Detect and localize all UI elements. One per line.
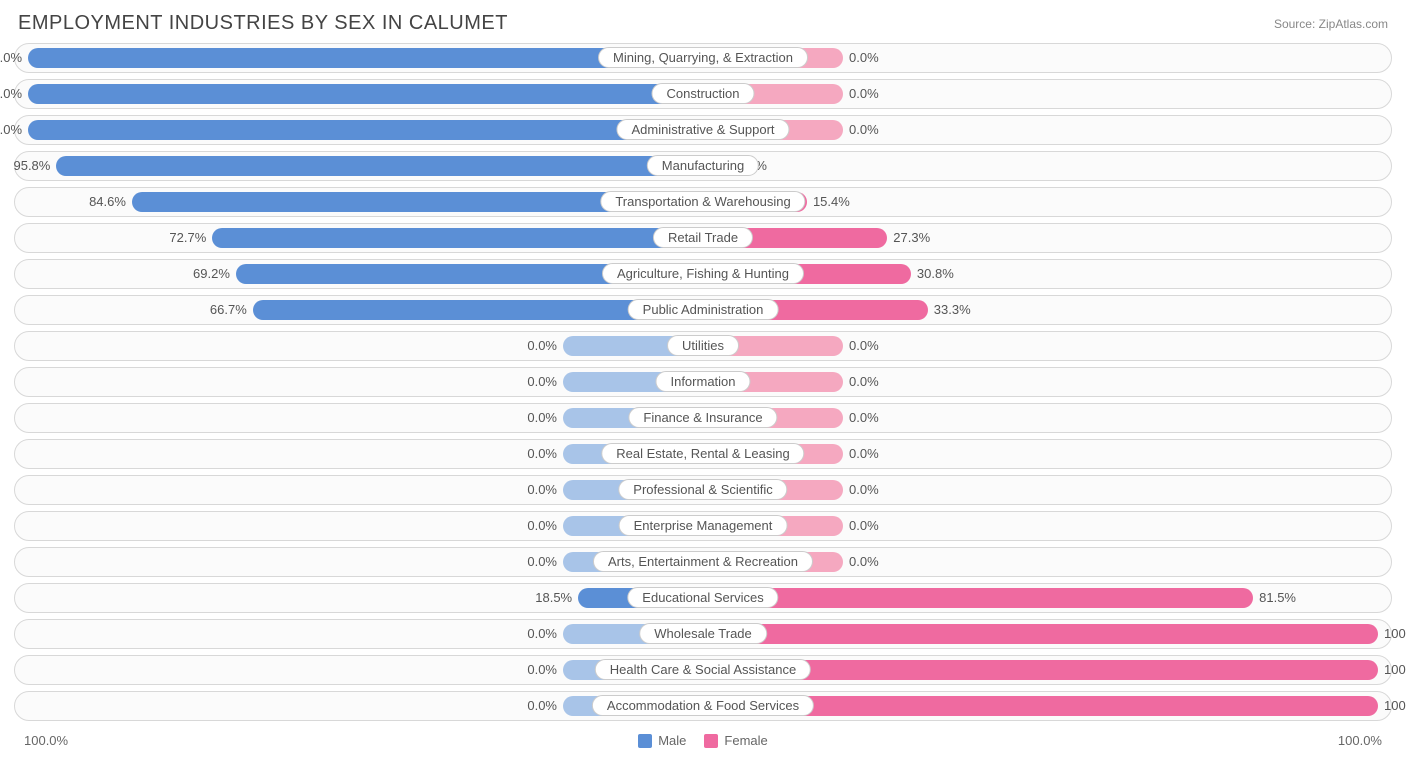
category-pill: Utilities (667, 335, 739, 356)
category-pill: Enterprise Management (619, 515, 788, 536)
chart-row: 100.0%0.0%Construction (14, 79, 1392, 109)
male-pct-label: 0.0% (527, 410, 557, 425)
male-pct-label: 72.7% (169, 230, 206, 245)
male-pct-label: 66.7% (210, 302, 247, 317)
female-pct-label: 0.0% (849, 554, 879, 569)
female-pct-label: 0.0% (849, 50, 879, 65)
chart-row: 0.0% 0.0% Arts, Entertainment & Recreation (14, 547, 1392, 577)
legend-swatch-female (704, 734, 718, 748)
male-pct-label: 0.0% (527, 626, 557, 641)
diverging-bar-chart: 100.0% 0.0% Mining, Quarrying, & Extractio… (0, 43, 1406, 721)
chart-row: 100.0%0.0%Mining, Quarrying, & Extractio… (14, 43, 1392, 73)
female-bar (703, 624, 1378, 644)
category-pill: Educational Services (627, 587, 778, 608)
axis-left-label: 100.0% (24, 733, 68, 748)
legend-label-male: Male (658, 733, 686, 748)
female-pct-label: 0.0% (849, 410, 879, 425)
male-pct-label: 0.0% (527, 662, 557, 677)
category-pill: Administrative & Support (616, 119, 789, 140)
chart-row: 18.5% 81.5% Educational Services (14, 583, 1392, 613)
female-bar (703, 588, 1253, 608)
chart-source: Source: ZipAtlas.com (1274, 17, 1388, 31)
female-pct-label: 15.4% (813, 194, 850, 209)
male-bar (56, 156, 703, 176)
male-pct-label: 0.0% (527, 374, 557, 389)
category-pill: Professional & Scientific (618, 479, 787, 500)
female-pct-label: 81.5% (1259, 590, 1296, 605)
female-pct-label: 0.0% (849, 518, 879, 533)
chart-row: 95.8%4.2%Manufacturing (14, 151, 1392, 181)
category-pill: Retail Trade (653, 227, 753, 248)
chart-row: 0.0% 0.0% Enterprise Management (14, 511, 1392, 541)
female-pct-label: 0.0% (849, 122, 879, 137)
category-pill: Transportation & Warehousing (600, 191, 805, 212)
category-pill: Construction (652, 83, 755, 104)
male-pct-label: 0.0% (527, 338, 557, 353)
legend-swatch-male (638, 734, 652, 748)
axis-right-label: 100.0% (1338, 733, 1382, 748)
female-pct-label: 27.3% (893, 230, 930, 245)
category-pill: Arts, Entertainment & Recreation (593, 551, 813, 572)
chart-row: 72.7% 27.3% Retail Trade (14, 223, 1392, 253)
female-pct-label: 100.0% (1384, 626, 1406, 641)
male-pct-label: 95.8% (13, 158, 50, 173)
male-bar (212, 228, 703, 248)
male-bar (28, 120, 703, 140)
male-pct-label: 100.0% (0, 86, 22, 101)
legend-item-female: Female (704, 733, 767, 748)
female-pct-label: 0.0% (849, 482, 879, 497)
chart-row: 0.0% 0.0% Professional & Scientific (14, 475, 1392, 505)
category-pill: Public Administration (628, 299, 779, 320)
chart-row: 0.0% 0.0% Real Estate, Rental & Leasing (14, 439, 1392, 469)
male-pct-label: 0.0% (527, 698, 557, 713)
category-pill: Finance & Insurance (628, 407, 777, 428)
category-pill: Mining, Quarrying, & Extraction (598, 47, 808, 68)
male-pct-label: 100.0% (0, 122, 22, 137)
female-pct-label: 0.0% (849, 338, 879, 353)
female-pct-label: 33.3% (934, 302, 971, 317)
legend-label-female: Female (724, 733, 767, 748)
male-pct-label: 100.0% (0, 50, 22, 65)
male-pct-label: 69.2% (193, 266, 230, 281)
chart-row: 69.2% 30.8% Agriculture, Fishing & Hunting (14, 259, 1392, 289)
chart-row: 84.6% 15.4% Transportation & Warehousing (14, 187, 1392, 217)
female-pct-label: 100.0% (1384, 698, 1406, 713)
chart-footer: 100.0% Male Female 100.0% (0, 727, 1406, 762)
category-pill: Real Estate, Rental & Leasing (601, 443, 804, 464)
male-bar (28, 84, 703, 104)
legend: Male Female (638, 733, 768, 748)
female-pct-label: 0.0% (849, 446, 879, 461)
chart-row: 0.0%100.0%Health Care & Social Assistanc… (14, 655, 1392, 685)
chart-row: 0.0% 0.0% Finance & Insurance (14, 403, 1392, 433)
category-pill: Health Care & Social Assistance (595, 659, 811, 680)
male-pct-label: 84.6% (89, 194, 126, 209)
category-pill: Agriculture, Fishing & Hunting (602, 263, 804, 284)
chart-row: 100.0%0.0%Administrative & Support (14, 115, 1392, 145)
category-pill: Manufacturing (647, 155, 759, 176)
chart-row: 66.7% 33.3% Public Administration (14, 295, 1392, 325)
male-pct-label: 18.5% (535, 590, 572, 605)
male-pct-label: 0.0% (527, 554, 557, 569)
chart-row: 0.0%100.0%Accommodation & Food Services (14, 691, 1392, 721)
category-pill: Wholesale Trade (639, 623, 767, 644)
chart-header: EMPLOYMENT INDUSTRIES BY SEX IN CALUMET … (0, 0, 1406, 43)
male-pct-label: 0.0% (527, 446, 557, 461)
legend-item-male: Male (638, 733, 686, 748)
category-pill: Information (655, 371, 750, 392)
category-pill: Accommodation & Food Services (592, 695, 814, 716)
chart-row: 0.0%100.0%Wholesale Trade (14, 619, 1392, 649)
chart-row: 0.0% 0.0% Information (14, 367, 1392, 397)
female-pct-label: 0.0% (849, 86, 879, 101)
female-pct-label: 30.8% (917, 266, 954, 281)
male-pct-label: 0.0% (527, 518, 557, 533)
female-pct-label: 0.0% (849, 374, 879, 389)
female-pct-label: 100.0% (1384, 662, 1406, 677)
chart-title: EMPLOYMENT INDUSTRIES BY SEX IN CALUMET (18, 12, 508, 35)
male-pct-label: 0.0% (527, 482, 557, 497)
chart-row: 0.0% 0.0% Utilities (14, 331, 1392, 361)
